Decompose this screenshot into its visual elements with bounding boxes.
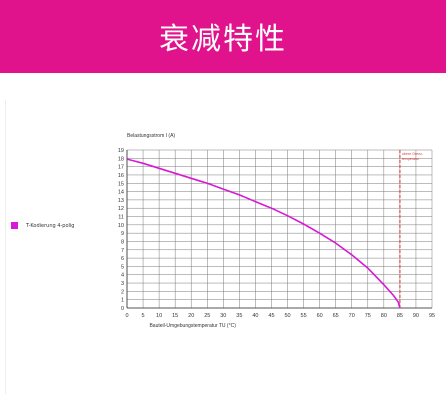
y-tick-label: 9 [121, 231, 124, 237]
y-tick-label: 18 [118, 156, 124, 162]
y-tick-label: 5 [121, 264, 124, 270]
x-axis-label: Bauteil-Umgebungstemperatur TU (°C) [149, 323, 236, 329]
x-tick-label: 75 [365, 313, 371, 319]
legend-label: T-Kodierung 4-polig [26, 222, 75, 229]
x-tick-label: 25 [204, 313, 210, 319]
y-tick-label: 7 [121, 248, 124, 254]
legend: T-Kodierung 4-polig [11, 222, 74, 229]
x-tick-label: 50 [284, 313, 290, 319]
series-line [126, 158, 401, 309]
y-tick-label: 6 [121, 256, 124, 262]
page-title: 衰减特性 [159, 22, 287, 57]
x-tick-label: 0 [125, 313, 128, 319]
legend-swatch [11, 222, 18, 229]
y-tick-label: 14 [118, 190, 124, 196]
x-tick-label: 5 [142, 313, 145, 319]
y-tick-label: 3 [121, 281, 124, 287]
x-tick-label: 15 [172, 313, 178, 319]
x-tick-label: 35 [236, 313, 242, 319]
limit-temperature-label: obere Grenz- [402, 152, 424, 156]
y-tick-label: 19 [118, 148, 124, 154]
x-tick-label: 55 [301, 313, 307, 319]
header-banner: 衰减特性 [0, 0, 446, 73]
x-tick-label: 20 [188, 313, 194, 319]
y-tick-label: 0 [121, 306, 124, 312]
y-tick-label: 4 [121, 273, 124, 279]
left-divider [5, 100, 6, 394]
x-tick-label: 95 [429, 313, 435, 319]
x-tick-label: 60 [317, 313, 323, 319]
y-tick-label: 16 [118, 173, 124, 179]
x-tick-label: 40 [252, 313, 258, 319]
x-tick-label: 65 [333, 313, 339, 319]
x-tick-label: 30 [220, 313, 226, 319]
y-axis-label: Belastungsstrom I (A) [127, 133, 175, 139]
limit-temperature-label: temperatur [402, 157, 420, 161]
y-tick-label: 8 [121, 239, 124, 245]
x-tick-label: 70 [349, 313, 355, 319]
y-tick-label: 11 [118, 215, 124, 221]
x-tick-label: 80 [381, 313, 387, 319]
x-tick-label: 45 [268, 313, 274, 319]
y-tick-label: 13 [118, 198, 124, 204]
x-tick-label: 90 [413, 313, 419, 319]
y-tick-label: 12 [118, 206, 124, 212]
y-tick-label: 1 [121, 298, 124, 304]
x-tick-label: 10 [156, 313, 162, 319]
y-tick-label: 17 [118, 165, 124, 171]
y-tick-label: 2 [121, 289, 124, 295]
x-tick-label: 85 [397, 313, 403, 319]
y-tick-label: 10 [118, 223, 124, 229]
y-tick-label: 15 [118, 181, 124, 187]
